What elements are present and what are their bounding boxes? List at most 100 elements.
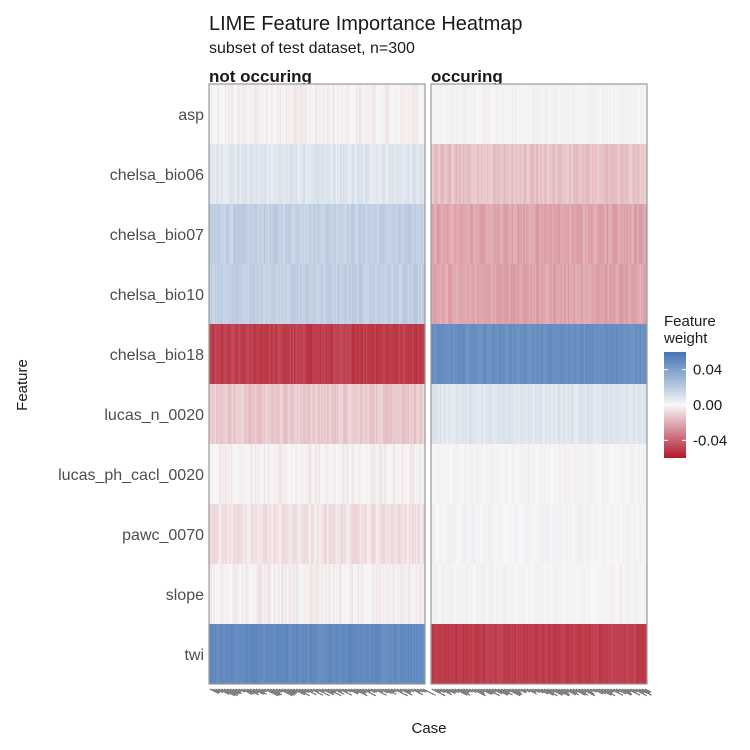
heatmap-cell: [386, 564, 388, 624]
heatmap-cell: [468, 324, 471, 384]
heatmap-cell: [371, 84, 374, 144]
heatmap-cell: [216, 624, 218, 684]
heatmap-cell: [263, 564, 266, 624]
heatmap-cell: [544, 444, 547, 504]
heatmap-cell: [209, 144, 211, 204]
heatmap-cell: [301, 264, 303, 324]
heatmap-cell: [332, 504, 335, 564]
heatmap-cell: [563, 324, 566, 384]
heatmap-cell: [445, 144, 448, 204]
heatmap-cell: [406, 324, 409, 384]
heatmap-cell: [436, 624, 439, 684]
heatmap-cell: [554, 204, 557, 264]
heatmap-cell: [344, 264, 347, 324]
heatmap-cell: [355, 504, 358, 564]
heatmap-cell: [615, 144, 618, 204]
heatmap-cell: [596, 324, 599, 384]
heatmap-cell: [399, 504, 401, 564]
heatmap-cell: [631, 324, 633, 384]
heatmap-cell: [544, 144, 547, 204]
heatmap-cell: [644, 84, 646, 144]
heatmap-cell: [401, 564, 404, 624]
heatmap-cell: [334, 264, 337, 324]
heatmap-cell: [534, 564, 537, 624]
heatmap-cell: [272, 264, 275, 324]
heatmap-cell: [462, 144, 465, 204]
heatmap-cell: [629, 564, 632, 624]
heatmap-cell: [381, 144, 384, 204]
heatmap-cell: [559, 504, 561, 564]
heatmap-cell: [619, 264, 622, 324]
heatmap-cell: [401, 204, 404, 264]
heatmap-cell: [572, 504, 574, 564]
heatmap-cell: [606, 84, 609, 144]
case-tick: [359, 688, 367, 694]
heatmap-row-lucas_n_0020: [209, 384, 426, 444]
heatmap-cell: [327, 324, 329, 384]
heatmap-cell: [355, 624, 358, 684]
case-tick: [454, 688, 468, 696]
heatmap-cell: [380, 84, 383, 144]
heatmap-cell: [374, 444, 377, 504]
heatmap-cell: [315, 564, 318, 624]
heatmap-cell: [378, 84, 381, 144]
heatmap-cell: [495, 144, 498, 204]
heatmap-cell: [365, 624, 368, 684]
heatmap-cell: [576, 564, 579, 624]
heatmap-cell: [539, 504, 541, 564]
heatmap-cell: [508, 564, 511, 624]
heatmap-cell: [403, 504, 406, 564]
heatmap-cell: [433, 624, 436, 684]
heatmap-cell: [533, 144, 536, 204]
heatmap-cell: [232, 84, 234, 144]
heatmap-cell: [387, 504, 390, 564]
heatmap-cell: [467, 324, 469, 384]
heatmap-cell: [556, 204, 559, 264]
heatmap-cell: [291, 204, 293, 264]
heatmap-cell: [383, 444, 386, 504]
heatmap-cell: [475, 444, 478, 504]
heatmap-cell: [500, 264, 502, 324]
heatmap-cell: [497, 204, 500, 264]
case-tick: [630, 688, 637, 693]
heatmap-cell: [639, 504, 642, 564]
heatmap-cell: [488, 564, 491, 624]
heatmap-cell: [484, 504, 487, 564]
heatmap-cell: [224, 564, 227, 624]
heatmap-cell: [285, 144, 288, 204]
heatmap-cell: [612, 444, 615, 504]
heatmap-cell: [374, 384, 377, 444]
heatmap-cell: [268, 384, 270, 444]
heatmap-cell: [585, 204, 587, 264]
heatmap-cell: [414, 624, 417, 684]
heatmap-cell: [621, 84, 623, 144]
heatmap-cell: [422, 564, 424, 624]
heatmap-cell: [256, 504, 259, 564]
heatmap-cell: [376, 624, 378, 684]
heatmap-cell: [243, 84, 246, 144]
heatmap-cell: [547, 384, 550, 444]
heatmap-cell: [566, 84, 569, 144]
heatmap-cell: [573, 84, 576, 144]
heatmap-cell: [492, 264, 495, 324]
heatmap-cell: [269, 384, 272, 444]
heatmap-cell: [549, 144, 551, 204]
heatmap-cell: [452, 324, 455, 384]
heatmap-cell: [602, 504, 605, 564]
heatmap-cell: [563, 564, 566, 624]
heatmap-cell: [439, 564, 442, 624]
heatmap-cell: [288, 624, 290, 684]
heatmap-cell: [583, 564, 586, 624]
heatmap-cell: [510, 324, 512, 384]
heatmap-cell: [393, 84, 396, 144]
heatmap-cell: [638, 564, 641, 624]
heatmap-cell: [442, 384, 445, 444]
heatmap-cell: [523, 264, 525, 324]
heatmap-cell: [504, 144, 507, 204]
heatmap-cell: [587, 504, 590, 564]
heatmap-cell: [384, 144, 387, 204]
heatmap-cell: [539, 204, 541, 264]
heatmap-cell: [609, 504, 612, 564]
heatmap-cell: [540, 204, 543, 264]
case-tick: [275, 688, 283, 693]
